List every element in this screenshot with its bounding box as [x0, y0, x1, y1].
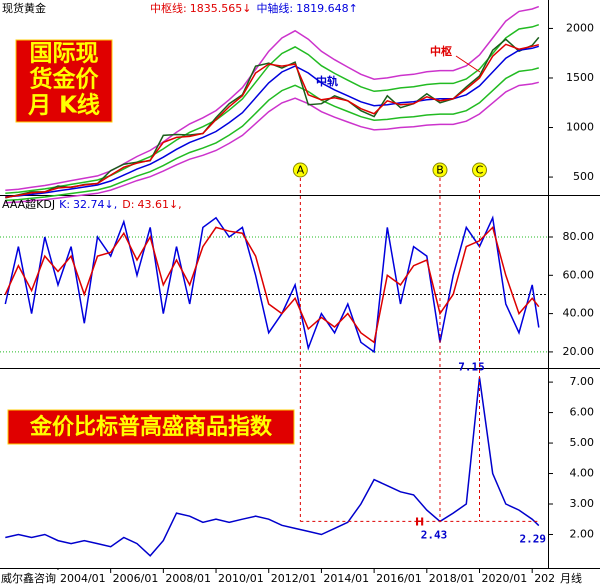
value-label: 2.29 — [520, 533, 547, 546]
ratio-title-box — [7, 409, 295, 445]
header-entry: D: 43.61↓, — [122, 198, 181, 211]
header-label: 中枢线: — [150, 1, 187, 15]
header-entry: 中枢线: 1835.565↓ — [150, 1, 251, 15]
footer-bg — [556, 570, 600, 588]
header-arrow: ↓ — [242, 2, 251, 15]
annotation: 中枢 — [430, 44, 452, 58]
series-line — [4, 225, 540, 344]
x-tick-label: 2004/01 — [60, 572, 106, 585]
title-box — [15, 39, 113, 123]
x-tick-label: 2014/01 — [323, 572, 369, 585]
box-title: 国际现 — [30, 41, 99, 67]
header-arrow: ↓, — [169, 198, 182, 211]
panel-title: 现货黄金 — [2, 1, 46, 15]
annotation: 中轨 — [316, 74, 338, 88]
marker-label: B — [436, 164, 444, 177]
series-line — [5, 5, 540, 192]
marker — [432, 162, 448, 178]
header-value: 1835.565 — [190, 2, 243, 15]
marker-label: A — [297, 164, 305, 177]
series-line — [5, 81, 539, 204]
header-value: 32.74 — [73, 198, 105, 211]
y-tick-label: 20.00 — [563, 345, 595, 358]
marker-label: C — [476, 164, 484, 177]
marker — [292, 162, 308, 178]
x-tick-label: 2020/01 — [482, 572, 528, 585]
x-tick-label: 2008/01 — [165, 572, 211, 585]
series-line — [5, 67, 539, 202]
header-value: 43.61 — [137, 198, 169, 211]
y-tick-label: 3.00 — [570, 497, 595, 510]
ratio-title: 金价比标普高盛商品指数 — [29, 414, 273, 440]
y-tick-label: 7.00 — [570, 375, 595, 388]
x-tick-label: 2010/01 — [218, 572, 264, 585]
series-line — [5, 43, 539, 199]
header-arrow: ↓, — [105, 198, 118, 211]
x-tick-label: 2016/01 — [376, 572, 422, 585]
h-label: H — [415, 515, 424, 528]
y-tick-label: 4.00 — [570, 467, 595, 480]
y-tick-label: 6.00 — [570, 406, 595, 419]
footer-bg — [0, 570, 60, 588]
y-tick-label: 60.00 — [563, 268, 595, 281]
header-label: K: — [59, 198, 70, 211]
y-tick-label: 2.00 — [570, 527, 595, 540]
header-entry: 中轴线: 1819.648↑ — [256, 1, 357, 15]
header-entry: K: 32.74↓, — [59, 198, 117, 211]
y-tick-label: 1000 — [566, 121, 594, 134]
value-label: 2.43 — [421, 528, 448, 541]
header-value: 1819.648 — [296, 2, 349, 15]
series-line — [5, 23, 540, 195]
y-tick-label: 2000 — [566, 21, 594, 34]
footer-source: 威尔鑫咨询 — [1, 571, 56, 585]
box-title: 货金价 — [30, 66, 100, 93]
annotation-arrow — [455, 55, 481, 73]
value-label: 7.15 — [458, 361, 485, 374]
header-label: D: — [122, 198, 134, 211]
y-tick-label: 5.00 — [570, 436, 595, 449]
series-line — [5, 45, 540, 198]
series-line — [4, 215, 540, 354]
x-tick-label: 2012/01 — [271, 572, 317, 585]
header-label: 中轴线: — [256, 1, 293, 15]
footer-period: 月线 — [560, 571, 582, 585]
y-tick-label: 80.00 — [563, 230, 595, 243]
x-tick-label: 2006/01 — [113, 572, 159, 585]
y-tick-label: 500 — [573, 170, 594, 183]
box-title: 月 K线 — [27, 92, 100, 119]
y-tick-label: 1500 — [566, 71, 594, 84]
y-tick-label: 40.00 — [563, 307, 595, 320]
series-line — [5, 377, 540, 557]
header-arrow: ↑ — [349, 2, 358, 15]
marker — [472, 162, 487, 178]
x-tick-label: 2018/01 — [429, 572, 475, 585]
panel-title: AAA超KDJ — [2, 197, 55, 211]
